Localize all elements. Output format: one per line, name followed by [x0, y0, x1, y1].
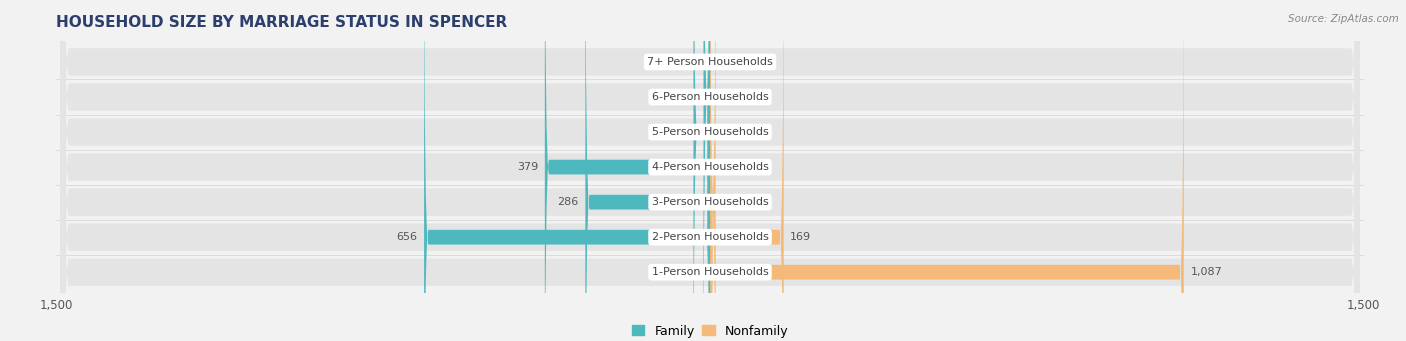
FancyBboxPatch shape: [60, 0, 1360, 341]
Text: 0: 0: [696, 267, 703, 277]
FancyBboxPatch shape: [710, 0, 783, 341]
FancyBboxPatch shape: [585, 0, 710, 341]
FancyBboxPatch shape: [710, 0, 716, 341]
FancyBboxPatch shape: [60, 0, 1360, 341]
Text: 4-Person Households: 4-Person Households: [651, 162, 769, 172]
Text: 38: 38: [673, 127, 688, 137]
Text: 2-Person Households: 2-Person Households: [651, 232, 769, 242]
Text: 1-Person Households: 1-Person Households: [651, 267, 769, 277]
FancyBboxPatch shape: [546, 0, 710, 341]
FancyBboxPatch shape: [60, 0, 1360, 341]
Text: 5-Person Households: 5-Person Households: [651, 127, 769, 137]
Text: Source: ZipAtlas.com: Source: ZipAtlas.com: [1288, 14, 1399, 24]
Text: 15: 15: [683, 92, 697, 102]
Text: 656: 656: [396, 232, 418, 242]
Text: 7+ Person Households: 7+ Person Households: [647, 57, 773, 67]
FancyBboxPatch shape: [60, 0, 1360, 341]
Text: 13: 13: [723, 197, 737, 207]
FancyBboxPatch shape: [710, 0, 1184, 341]
FancyBboxPatch shape: [425, 0, 710, 341]
FancyBboxPatch shape: [60, 0, 1360, 341]
Legend: Family, Nonfamily: Family, Nonfamily: [627, 320, 793, 341]
Text: 6-Person Households: 6-Person Households: [651, 92, 769, 102]
Text: 286: 286: [558, 197, 579, 207]
Text: 0: 0: [717, 162, 724, 172]
Text: 0: 0: [717, 57, 724, 67]
Text: 169: 169: [790, 232, 811, 242]
Text: 379: 379: [517, 162, 538, 172]
Text: 0: 0: [696, 57, 703, 67]
FancyBboxPatch shape: [60, 0, 1360, 341]
FancyBboxPatch shape: [693, 0, 710, 341]
FancyBboxPatch shape: [60, 0, 1360, 341]
Text: HOUSEHOLD SIZE BY MARRIAGE STATUS IN SPENCER: HOUSEHOLD SIZE BY MARRIAGE STATUS IN SPE…: [56, 15, 508, 30]
Text: 0: 0: [717, 127, 724, 137]
Text: 1,087: 1,087: [1191, 267, 1222, 277]
Text: 0: 0: [717, 92, 724, 102]
FancyBboxPatch shape: [703, 0, 710, 341]
Text: 3-Person Households: 3-Person Households: [651, 197, 769, 207]
